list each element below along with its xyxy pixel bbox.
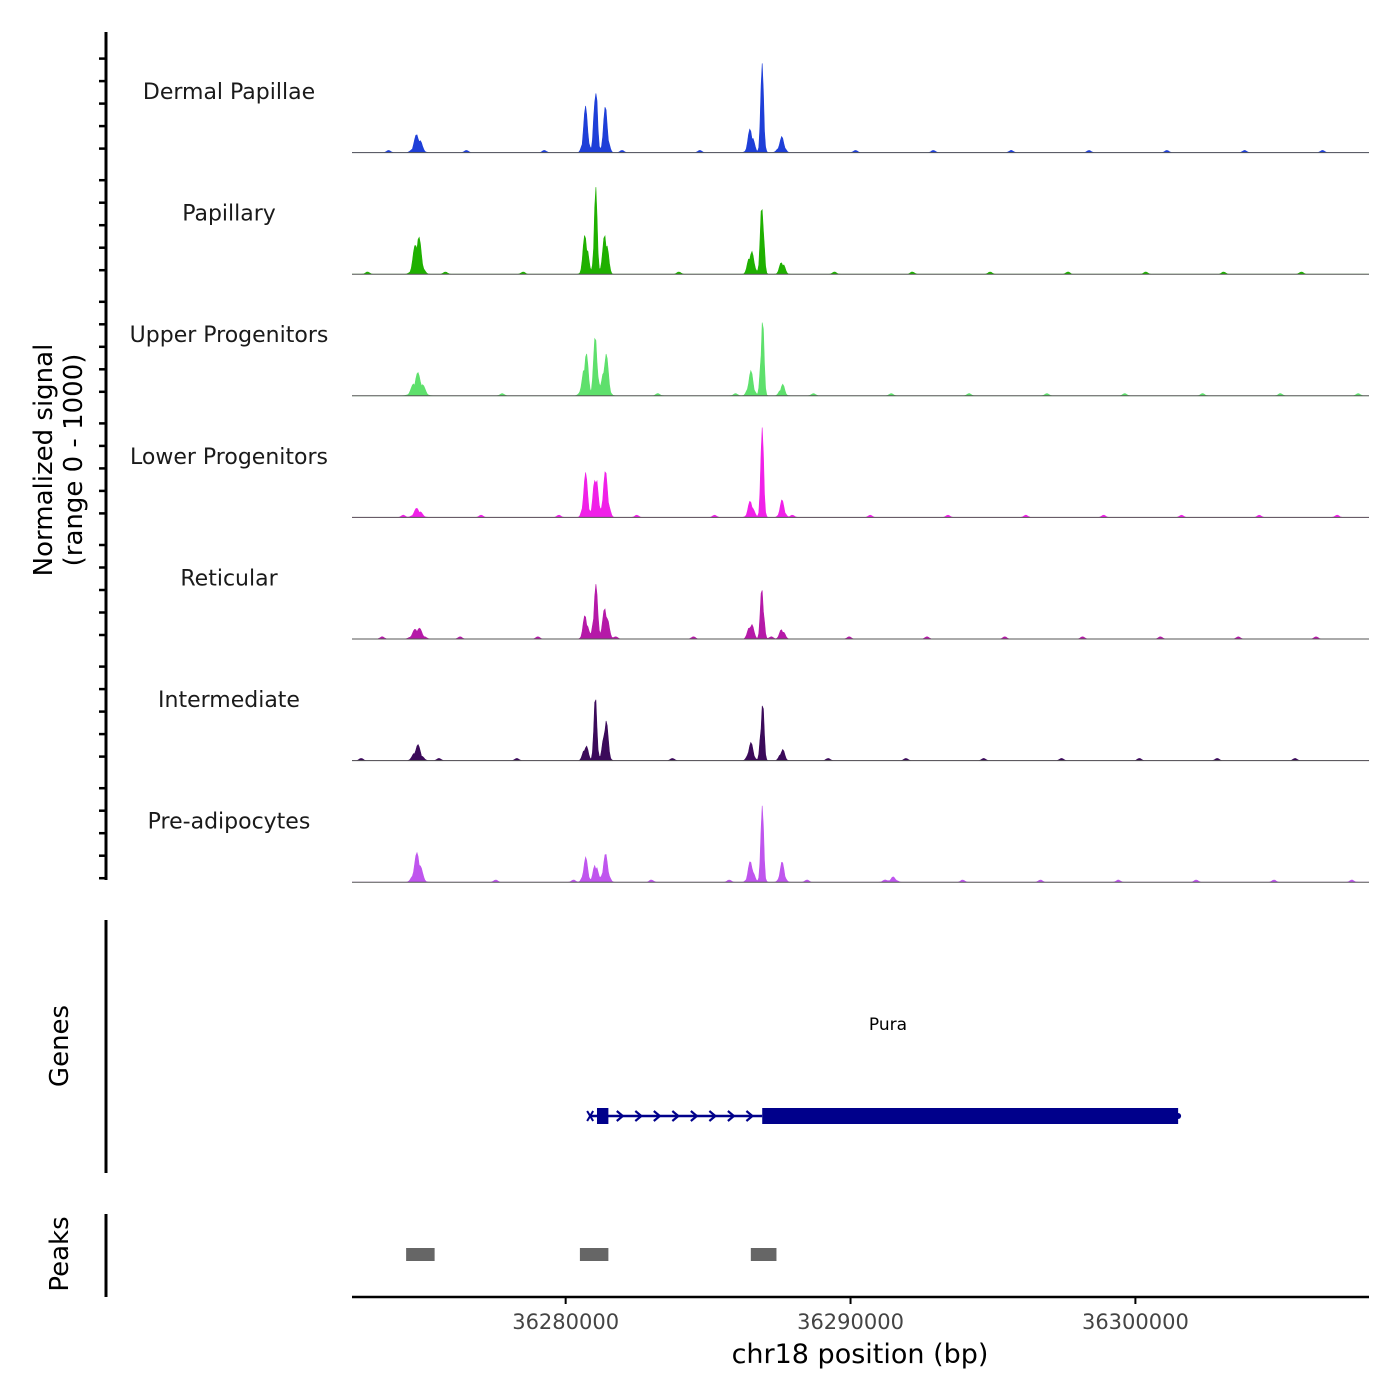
gene-label: Pura <box>869 1015 907 1035</box>
track-label-intermediate: Intermediate <box>158 688 300 713</box>
gene-exon-1 <box>596 1108 609 1124</box>
peak-region-1 <box>406 1248 435 1261</box>
signal-area-reticular <box>352 584 1369 640</box>
signal-area-intermediate <box>352 699 1370 761</box>
track-label-reticular: Reticular <box>180 566 278 591</box>
signal-y-axis-ticks <box>99 57 106 880</box>
track-reticular: Reticular <box>180 566 1369 640</box>
signal-area-dermal-papillae <box>352 63 1369 153</box>
peak-region-2 <box>579 1248 609 1261</box>
strand-arrow-icon <box>745 1110 755 1122</box>
strand-arrow-icon <box>671 1110 681 1122</box>
x-axis-title: chr18 position (bp) <box>732 1339 989 1370</box>
gene-start-marker-icon <box>586 1110 595 1122</box>
strand-arrow-icon <box>690 1110 699 1122</box>
signal-area-pre-adipocytes <box>352 805 1369 883</box>
genes-track-title: Genes <box>45 1005 75 1087</box>
x-tick-label: 36280000 <box>512 1310 619 1334</box>
x-tick-label: 36290000 <box>797 1310 904 1334</box>
strand-arrow-icon <box>616 1110 625 1122</box>
track-pre-adipocytes: Pre-adipocytes <box>148 805 1369 883</box>
gene-exon-2 <box>762 1108 1179 1124</box>
track-label-pre-adipocytes: Pre-adipocytes <box>148 810 311 835</box>
strand-arrow-icon <box>727 1110 736 1122</box>
signal-area-lower-progenitors <box>352 427 1369 518</box>
coverage-tracks: Dermal Papillae Papillary Upper Progenitor… <box>130 63 1370 883</box>
peak-region-3 <box>750 1248 777 1261</box>
gene-track: Pura <box>586 1015 1182 1124</box>
strand-arrow-icon <box>653 1110 662 1122</box>
track-label-papillary: Papillary <box>182 202 276 227</box>
track-upper-progenitors: Upper Progenitors <box>130 322 1369 397</box>
strand-arrow-icon <box>708 1110 718 1122</box>
strand-arrow-icon <box>634 1110 644 1122</box>
y-axis-title-line2: (range 0 - 1000) <box>59 354 89 567</box>
y-axis-title-line1: Normalized signal <box>29 344 59 577</box>
x-axis-ticks: 36280000 36290000 36300000 <box>512 1297 1189 1334</box>
signal-area-upper-progenitors <box>352 322 1369 397</box>
track-label-dermal-papillae: Dermal Papillae <box>143 80 315 105</box>
peaks-track-title: Peaks <box>45 1216 75 1291</box>
peaks-track <box>406 1248 777 1261</box>
x-tick-label: 36300000 <box>1082 1310 1189 1334</box>
track-intermediate: Intermediate <box>158 688 1370 762</box>
signal-area-papillary <box>352 187 1369 275</box>
gene-end-marker-icon <box>1175 1113 1182 1119</box>
track-lower-progenitors: Lower Progenitors <box>130 427 1369 518</box>
track-label-upper-progenitors: Upper Progenitors <box>130 323 329 348</box>
track-dermal-papillae: Dermal Papillae <box>143 63 1369 154</box>
track-papillary: Papillary <box>182 187 1369 275</box>
track-label-lower-progenitors: Lower Progenitors <box>130 445 328 470</box>
